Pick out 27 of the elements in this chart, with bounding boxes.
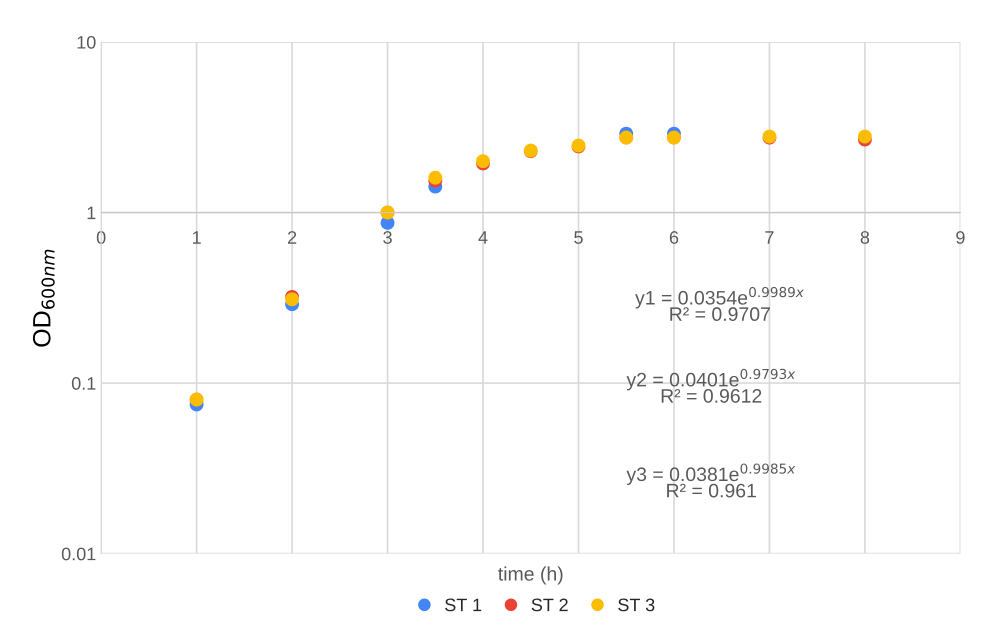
x-tick-label: 9 [956,231,965,244]
x-tick-label: 2 [288,231,296,244]
annotation: R² = 0.961 [667,484,756,498]
y-tick-label: 0.1 [72,377,96,390]
x-axis-title: time (h) [498,566,563,585]
x-tick-label: 0 [96,231,106,244]
y-tick-label: 1 [88,206,96,220]
y-tick-label: 10 [78,36,96,49]
point [428,170,442,185]
legend-label: ST 2 [532,598,568,612]
point [476,154,490,168]
legend-label: ST 1 [445,598,482,612]
x-tick-label: 3 [383,231,392,244]
y-axis-title: OD$_{600nm}$ [32,250,55,347]
x-tick-label: 7 [765,231,774,244]
y-tick-label: 0.01 [62,548,96,560]
point [858,130,872,144]
x-tick-label: 1 [192,231,201,244]
x-tick-label: 8 [860,231,870,244]
legend-label: ST 3 [618,598,654,612]
point [285,292,300,306]
annotation: y2 = 0.0401e$^{0.9793x}$ [626,368,796,390]
x-tick-label: 4 [478,231,488,244]
annotation: R² = 0.9612 [662,389,762,403]
x-tick-label: 5 [574,231,583,244]
x-tick-label: 6 [670,231,678,244]
annotation: R² = 0.9707 [670,307,770,321]
